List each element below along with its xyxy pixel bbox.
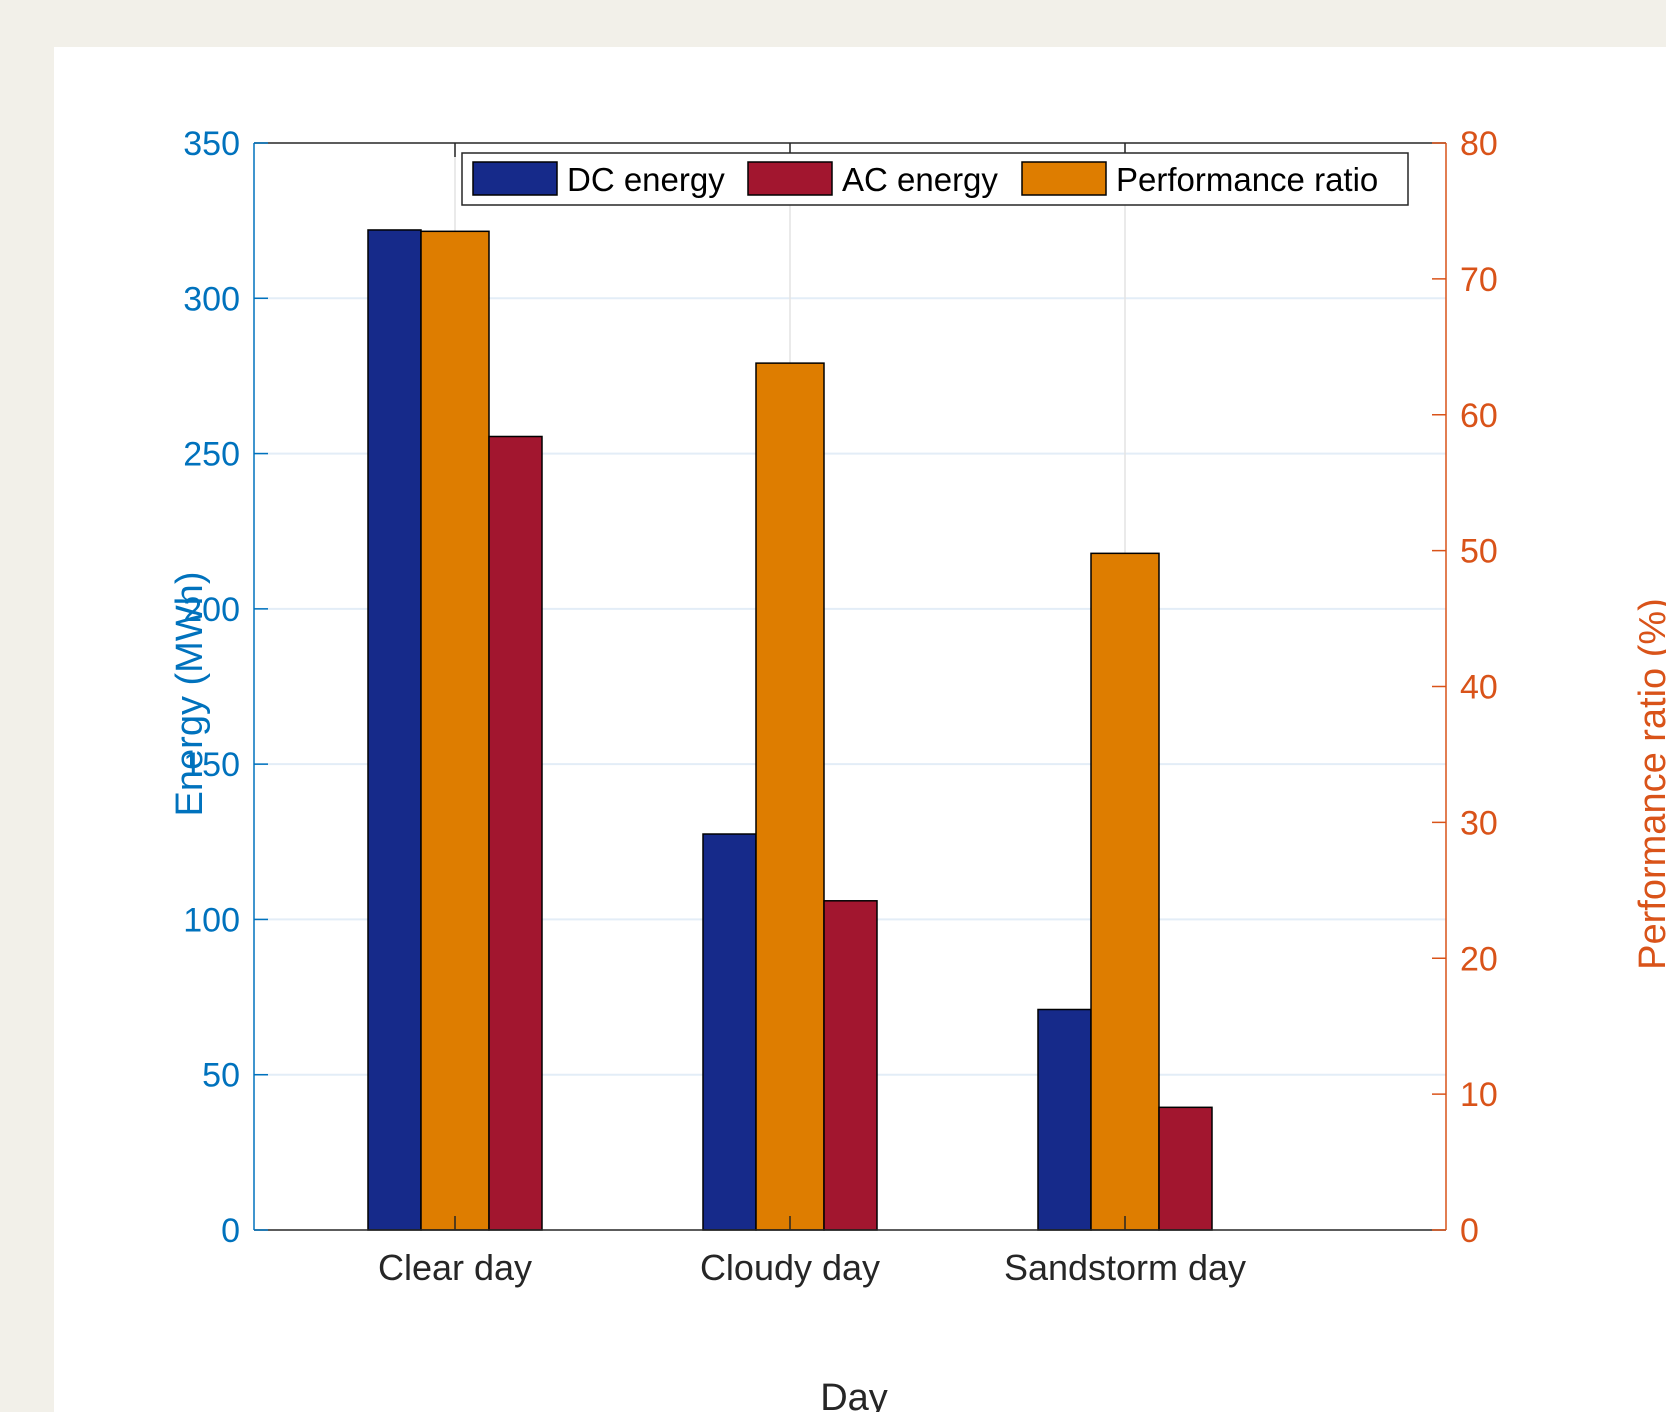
y-tick-label-right: 80 (1460, 125, 1498, 163)
y-tick-label-left: 0 (221, 1212, 240, 1250)
legend-swatch (1021, 161, 1107, 196)
legend-box (461, 152, 1409, 206)
y-tick-label-right: 20 (1460, 940, 1498, 978)
y-tick-label-right: 0 (1460, 1212, 1479, 1250)
ticks: 0 50 100 150 200 250 300 350 0 10 20 30 40 50 60 70 80 Cl… (183, 125, 1498, 1288)
y-tick-label-left: 50 (202, 1057, 240, 1095)
y-tick-label-right: 50 (1460, 533, 1498, 571)
bar (488, 435, 543, 1231)
y-axis-label-right: Performance ratio (%) (1632, 598, 1666, 970)
bar (823, 900, 878, 1231)
y-tick-label-left: 100 (183, 901, 240, 939)
bars (367, 229, 1213, 1231)
x-axis-label: Day (820, 1377, 888, 1412)
bar (702, 833, 757, 1231)
bar (367, 229, 422, 1231)
bar (1037, 1008, 1092, 1231)
y-tick-label-left: 250 (183, 436, 240, 474)
legend-swatch (472, 161, 558, 196)
x-tick-label: Clear day (378, 1247, 532, 1288)
y-tick-label-right: 30 (1460, 804, 1498, 842)
legend: DC energy AC energy Performance ratio (461, 152, 1409, 206)
y-tick-label-right: 60 (1460, 397, 1498, 435)
y-tick-label-left: 150 (183, 746, 240, 784)
y-tick-label-right: 10 (1460, 1076, 1498, 1114)
bar (1158, 1106, 1213, 1231)
y-tick-label-right: 70 (1460, 261, 1498, 299)
legend-label: AC energy (842, 161, 998, 198)
x-tick-label: Cloudy day (700, 1247, 880, 1288)
y-axis-label-left: Energy (MWh) (169, 572, 211, 817)
y-tick-label-right: 40 (1460, 669, 1498, 707)
x-tick-label: Sandstorm day (1004, 1247, 1246, 1288)
legend-label: Performance ratio (1116, 161, 1378, 198)
bar (420, 230, 490, 1231)
bar (1090, 552, 1160, 1231)
bar-chart: 0 50 100 150 200 250 300 350 0 10 20 30 40 50 60 70 80 Cl… (169, 125, 1666, 1412)
bar (755, 362, 825, 1231)
legend-swatch (747, 161, 833, 196)
y-tick-label-left: 200 (183, 591, 240, 629)
y-tick-label-left: 300 (183, 280, 240, 318)
legend-label: DC energy (567, 161, 725, 198)
y-tick-label-left: 350 (183, 125, 240, 163)
figure: 0 50 100 150 200 250 300 350 0 10 20 30 40 50 60 70 80 Cl… (54, 47, 1666, 1412)
